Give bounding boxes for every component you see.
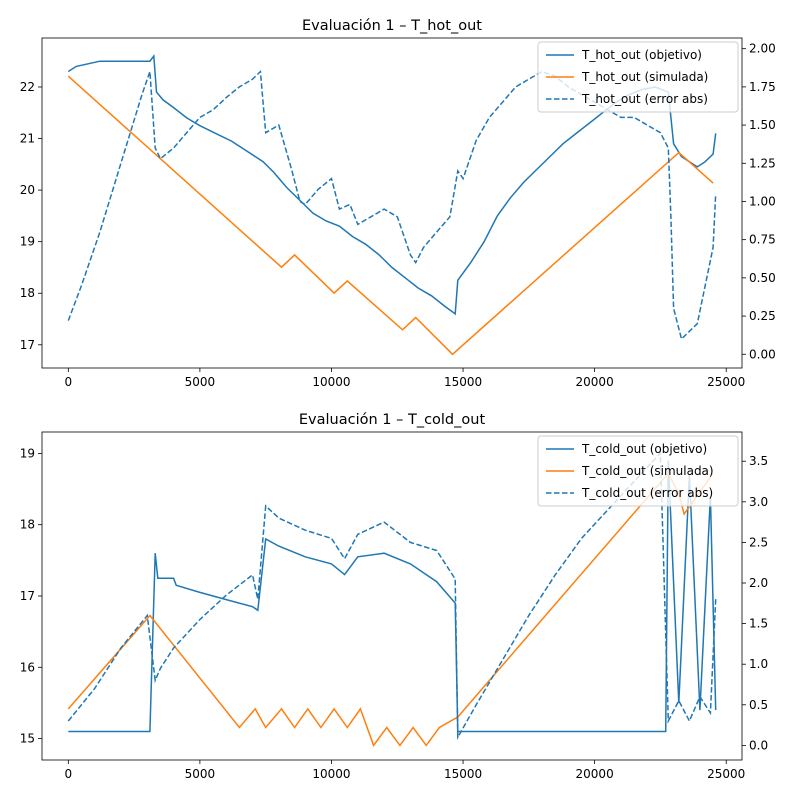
series-line-2: [67, 472, 714, 747]
y-right-tick-label: 1.50: [749, 118, 776, 132]
y-right-tick-label: 1.75: [749, 80, 776, 94]
x-tick-label: 10000: [312, 767, 350, 781]
legend-box: [537, 41, 739, 113]
y-left-tick-label: 15: [20, 732, 35, 746]
y-right-tick-label: 2.00: [749, 42, 776, 56]
y-left-tick-label: 18: [20, 286, 35, 300]
y-left-tick-label: 16: [20, 660, 35, 674]
y-right-tick-label: 1.00: [749, 194, 776, 208]
y-left-tick-label: 17: [20, 589, 35, 603]
y-left-tick-label: 19: [20, 235, 35, 249]
y-right-tick-label: 2.0: [749, 576, 768, 590]
y-right-tick-label: 1.0: [749, 657, 768, 671]
x-tick-label: 20000: [576, 767, 614, 781]
legend: T_cold_out (objetivo) T_cold_out (simulad…: [537, 435, 739, 507]
y-right-tick-label: 3.0: [749, 495, 768, 509]
x-tick-label: 15000: [444, 767, 482, 781]
x-tick-label: 10000: [312, 375, 350, 389]
x-tick-label: 0: [64, 767, 72, 781]
legend-entry: T_hot_out (simulada): [581, 70, 708, 84]
y-left-tick-label: 20: [20, 183, 35, 197]
x-tick-label: 25000: [707, 767, 745, 781]
chart-title: Evaluación 1 – T_cold_out: [299, 412, 486, 428]
y-right-tick-label: 0.5: [749, 698, 768, 712]
legend-entry: T_cold_out (error abs): [581, 486, 713, 500]
y-right-tick-label: 0.50: [749, 271, 776, 285]
x-tick-label: 25000: [707, 375, 745, 389]
y-right-tick-label: 1.25: [749, 156, 776, 170]
y-right-tick-label: 0.75: [749, 233, 776, 247]
chart-panel-1: Evaluación 1 – T_hot_out 0 5000 10000 15000 2…: [20, 18, 776, 389]
chart-panel-2: Evaluación 1 – T_cold_out 0 5000 10000 15000…: [20, 412, 768, 781]
legend-entry: T_hot_out (objetivo): [581, 48, 702, 62]
legend: T_hot_out (objetivo) T_hot_out (simulada)…: [537, 41, 739, 113]
legend-entry: T_cold_out (objetivo): [581, 442, 707, 456]
y-right-tick-label: 0.0: [749, 738, 768, 752]
y-right-tick-label: 2.5: [749, 535, 768, 549]
y-right-tick-label: 1.5: [749, 617, 768, 631]
y-left-tick-label: 17: [20, 338, 35, 352]
y-left-tick-label: 21: [20, 132, 35, 146]
y-left-tick-label: 19: [20, 446, 35, 460]
axes-frame: [41, 37, 743, 369]
series-line-1: [68, 460, 717, 733]
y-right-tick-label: 0.00: [749, 347, 776, 361]
y-right-tick-label: 0.25: [749, 309, 776, 323]
x-tick-label: 0: [64, 375, 72, 389]
x-tick-label: 15000: [444, 375, 482, 389]
y-right-tick-label: 3.5: [749, 454, 768, 468]
x-tick-label: 20000: [576, 375, 614, 389]
x-tick-label: 5000: [185, 375, 216, 389]
series-line-3: [67, 69, 717, 341]
y-left-tick-label: 18: [20, 518, 35, 532]
series-line-2: [67, 75, 714, 356]
legend-entry: T_hot_out (error abs): [581, 92, 708, 106]
chart-title: Evaluación 1 – T_hot_out: [302, 18, 482, 34]
y-left-tick-label: 22: [20, 80, 35, 94]
legend-entry: T_cold_out (simulada): [581, 464, 714, 478]
legend-box: [537, 435, 739, 507]
x-tick-label: 5000: [185, 767, 216, 781]
